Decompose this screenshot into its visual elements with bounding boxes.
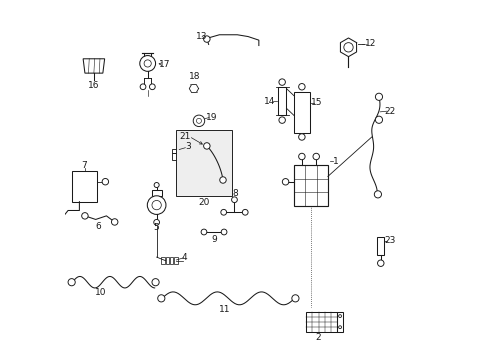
Text: 19: 19: [205, 113, 217, 122]
Text: 1: 1: [332, 157, 338, 166]
Text: 14: 14: [264, 96, 275, 105]
Text: 3: 3: [185, 142, 191, 151]
Circle shape: [158, 295, 164, 302]
Text: 21: 21: [179, 132, 191, 141]
Circle shape: [373, 191, 381, 198]
Circle shape: [298, 84, 305, 90]
Circle shape: [298, 153, 305, 160]
Text: 2: 2: [315, 333, 320, 342]
Bar: [169, 257, 173, 264]
Circle shape: [153, 220, 159, 225]
Polygon shape: [340, 38, 356, 57]
Circle shape: [149, 84, 155, 90]
Circle shape: [201, 229, 206, 235]
Text: 9: 9: [211, 235, 217, 244]
Circle shape: [102, 179, 108, 185]
Circle shape: [193, 115, 204, 127]
Bar: [179, 149, 184, 153]
Text: 8: 8: [232, 189, 238, 198]
Text: 7: 7: [81, 161, 87, 170]
Bar: [277, 87, 286, 116]
Circle shape: [231, 197, 237, 203]
Circle shape: [68, 279, 75, 286]
Bar: [72, 171, 97, 202]
Text: 15: 15: [310, 98, 321, 107]
Circle shape: [140, 55, 155, 71]
Bar: [336, 312, 343, 332]
Text: 18: 18: [188, 72, 200, 81]
Text: 22: 22: [384, 107, 395, 116]
Circle shape: [152, 279, 159, 286]
Text: 16: 16: [88, 81, 100, 90]
Text: 13: 13: [195, 32, 207, 41]
Circle shape: [377, 260, 383, 266]
Circle shape: [147, 196, 165, 215]
Polygon shape: [189, 85, 198, 93]
Text: 12: 12: [364, 39, 375, 48]
Circle shape: [140, 84, 145, 90]
Circle shape: [242, 210, 247, 215]
Bar: [172, 149, 179, 153]
Circle shape: [221, 229, 226, 235]
Circle shape: [219, 177, 226, 183]
Bar: [293, 165, 327, 206]
Circle shape: [111, 219, 118, 225]
Circle shape: [203, 36, 210, 42]
Circle shape: [154, 183, 159, 188]
Circle shape: [298, 134, 305, 140]
Circle shape: [312, 153, 319, 160]
Text: 23: 23: [383, 237, 395, 246]
Text: 17: 17: [159, 60, 170, 69]
Circle shape: [291, 295, 298, 302]
Text: 11: 11: [219, 305, 230, 314]
Circle shape: [203, 143, 210, 149]
Text: 10: 10: [95, 288, 106, 297]
Bar: [151, 190, 162, 196]
Bar: [376, 237, 384, 255]
Circle shape: [278, 117, 285, 123]
Circle shape: [81, 213, 88, 219]
Text: 5: 5: [153, 223, 159, 232]
Circle shape: [278, 79, 285, 85]
Bar: [293, 92, 309, 134]
Bar: [161, 257, 164, 264]
Bar: [174, 257, 178, 264]
Bar: [171, 153, 184, 159]
Bar: [306, 312, 336, 332]
Text: 6: 6: [96, 222, 101, 231]
Bar: [176, 130, 231, 196]
Circle shape: [221, 210, 226, 215]
Text: 4: 4: [181, 253, 187, 262]
Circle shape: [282, 179, 288, 185]
Circle shape: [56, 218, 62, 225]
Polygon shape: [83, 59, 104, 73]
Text: 20: 20: [198, 198, 209, 207]
Bar: [165, 257, 169, 264]
Circle shape: [375, 116, 382, 123]
Circle shape: [375, 93, 382, 100]
